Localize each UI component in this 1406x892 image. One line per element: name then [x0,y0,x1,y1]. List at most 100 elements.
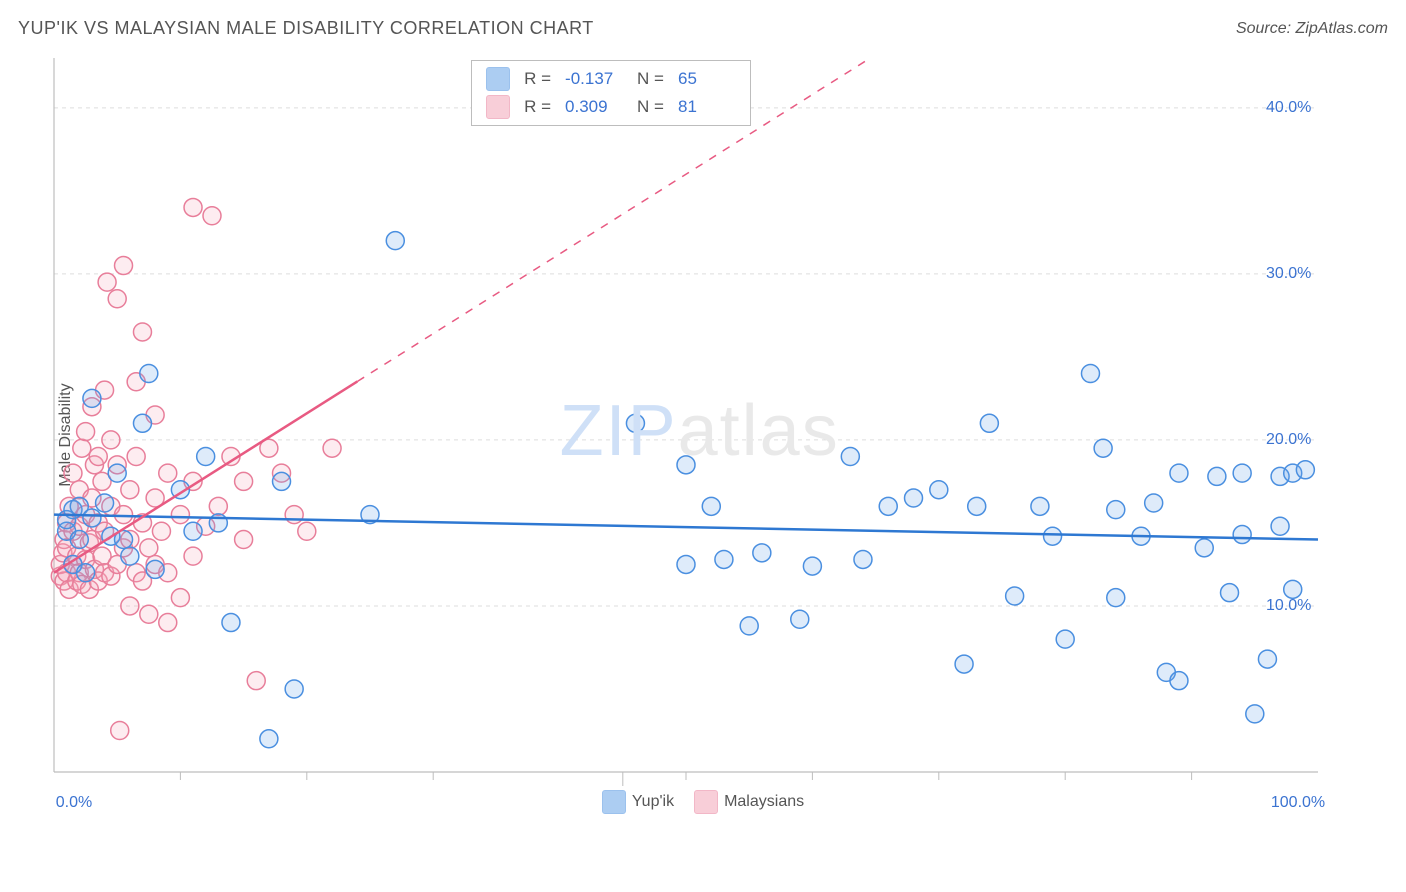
yupik-point [1107,501,1125,519]
source-label: Source: ZipAtlas.com [1236,20,1388,38]
yupik-point [285,680,303,698]
malaysian-point [171,506,189,524]
yupik-swatch-icon [486,67,510,91]
malaysian-point [77,423,95,441]
yupik-swatch [602,790,626,814]
plot-area: Male Disability [48,50,1378,820]
malaysian-swatch [694,790,718,814]
yupik-point [1284,580,1302,598]
yupik-point [1094,439,1112,457]
series-legend: Yup'ik Malaysians [0,790,1406,814]
yupik-point [222,614,240,632]
malaysian-point [285,506,303,524]
malaysian-point [102,431,120,449]
yupik-point [83,389,101,407]
yupik-point [955,655,973,673]
malaysian-swatch-icon [486,95,510,119]
legend-item-malaysian: Malaysians [694,790,804,814]
malaysian-point [73,439,91,457]
malaysian-point [133,323,151,341]
malaysian-point [159,464,177,482]
malaysian-point [140,605,158,623]
n-label: N = [637,97,664,117]
yupik-point [879,497,897,515]
yupik-point [1107,589,1125,607]
yupik-point [905,489,923,507]
malaysian-point [171,589,189,607]
legend-label: Malaysians [724,793,804,810]
yupik-point [1081,364,1099,382]
yupik-point [260,730,278,748]
malaysian-point [184,547,202,565]
r-value: 0.309 [565,97,623,117]
chart-title: YUP'IK VS MALAYSIAN MALE DISABILITY CORR… [18,18,594,38]
n-value: 81 [678,97,736,117]
yupik-point [108,464,126,482]
yupik-point [753,544,771,562]
yupik-point [1044,527,1062,545]
yupik-point [1056,630,1074,648]
yupik-point [197,448,215,466]
yupik-point [273,472,291,490]
yupik-point [77,564,95,582]
malaysian-point [235,472,253,490]
yupik-point [968,497,986,515]
malaysian-point [108,290,126,308]
yupik-point [1296,461,1314,479]
yupik-point [1221,584,1239,602]
yupik-point [133,414,151,432]
malaysian-point [140,539,158,557]
yupik-point [1006,587,1024,605]
malaysian-point [89,448,107,466]
yupik-point [702,497,720,515]
malaysian-point [98,273,116,291]
correlation-legend: R =-0.137N =65R =0.309N =81 [471,60,751,126]
malaysian-point [184,198,202,216]
y-tick-label: 40.0% [1266,99,1311,117]
yupik-point [930,481,948,499]
yupik-point [1145,494,1163,512]
yupik-point [70,531,88,549]
yupik-point [1208,467,1226,485]
yupik-point [146,560,164,578]
yupik-point [791,610,809,628]
malaysian-point [323,439,341,457]
malaysian-point [247,672,265,690]
malaysian-point [235,531,253,549]
yupik-point [854,550,872,568]
yupik-point [1170,672,1188,690]
yupik-point [121,547,139,565]
yupik-point [803,557,821,575]
yupik-point [1170,464,1188,482]
yupik-point [1195,539,1213,557]
scatter-chart [48,50,1378,820]
r-label: R = [524,97,551,117]
malaysian-point [203,207,221,225]
yupik-point [626,414,644,432]
yupik-point [1233,464,1251,482]
yupik-point [677,456,695,474]
yupik-point [1271,517,1289,535]
malaysian-point [127,448,145,466]
legend-item-yupik: Yup'ik [602,790,674,814]
r-value: -0.137 [565,69,623,89]
malaysian-point [64,464,82,482]
y-tick-label: 10.0% [1266,597,1311,615]
malaysian-point [115,257,133,275]
malaysian-point [121,597,139,615]
yupik-point [184,522,202,540]
yupik-point [1233,526,1251,544]
yupik-point [715,550,733,568]
stat-row-malaysian: R = 0.309 N = 81 [472,93,750,121]
yupik-point [740,617,758,635]
malaysian-point [111,721,129,739]
yupik-point [1031,497,1049,515]
n-label: N = [637,69,664,89]
yupik-point [980,414,998,432]
yupik-point [677,555,695,573]
yupik-point [841,448,859,466]
malaysian-point [121,481,139,499]
yupik-point [140,364,158,382]
stat-row-yupik: R =-0.137N =65 [472,65,750,93]
malaysian-point [209,497,227,515]
